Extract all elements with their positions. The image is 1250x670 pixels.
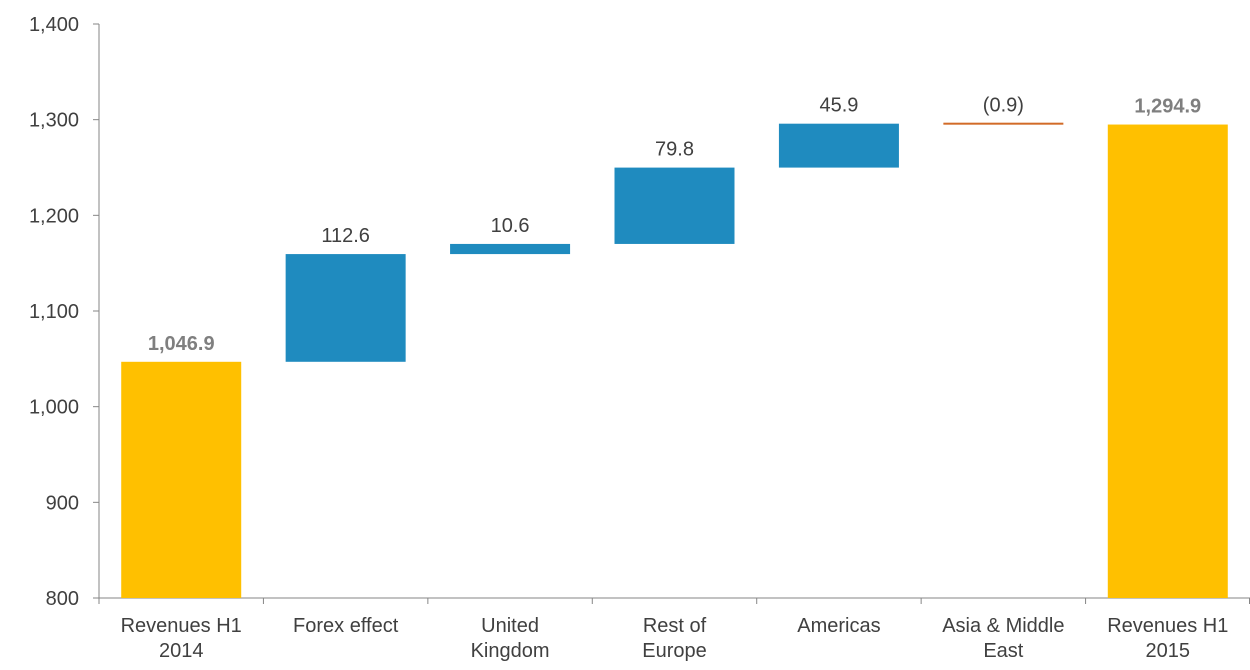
bar-increase — [614, 167, 735, 244]
x-category-label: East — [983, 640, 1023, 662]
bar-value-label: 10.6 — [491, 215, 530, 237]
x-category-label: Europe — [642, 640, 707, 662]
y-tick-label: 1,300 — [29, 110, 79, 132]
x-category-label: 2014 — [159, 640, 204, 662]
bar-total — [121, 361, 242, 598]
y-axis: 800 900 1,000 1,100 1,200 1,300 1,400 — [29, 14, 100, 610]
bar-value-label: 79.8 — [655, 139, 694, 161]
bar-increase — [285, 254, 406, 362]
bar-value-label: 1,294.9 — [1134, 96, 1201, 118]
bar-value-label: 45.9 — [819, 95, 858, 117]
x-category-label: 2015 — [1146, 640, 1191, 662]
bar-total — [1107, 124, 1228, 599]
x-category-label: Americas — [797, 615, 880, 637]
bar-increase — [778, 123, 899, 168]
x-category-label: Revenues H1 — [121, 615, 242, 637]
bar-value-label: 1,046.9 — [148, 333, 215, 355]
x-category-label: Kingdom — [471, 640, 550, 662]
x-category-label: Rest of — [643, 615, 707, 637]
y-tick-label: 1,000 — [29, 397, 79, 419]
x-category-label: Forex effect — [293, 615, 399, 637]
y-tick-label: 1,100 — [29, 301, 79, 323]
y-tick-label: 1,200 — [29, 205, 79, 227]
y-tick-label: 1,400 — [29, 14, 79, 36]
x-category-label: Asia & Middle — [942, 615, 1064, 637]
bar-increase — [450, 243, 571, 255]
x-axis: Revenues H1 2014 Forex effect United Kingdom… — [98, 597, 1250, 662]
y-tick-label: 900 — [46, 492, 79, 514]
bar-value-label: 112.6 — [321, 225, 370, 247]
bar-value-label: (0.9) — [983, 95, 1024, 117]
x-category-label: United — [481, 615, 539, 637]
bars — [121, 122, 1228, 599]
x-category-label: Revenues H1 — [1107, 615, 1228, 637]
bar-decrease — [943, 122, 1064, 125]
data-labels: 1,046.9 112.6 10.6 79.8 45.9 (0.9) 1,294.9 — [148, 95, 1201, 355]
y-tick-label: 800 — [46, 588, 79, 610]
